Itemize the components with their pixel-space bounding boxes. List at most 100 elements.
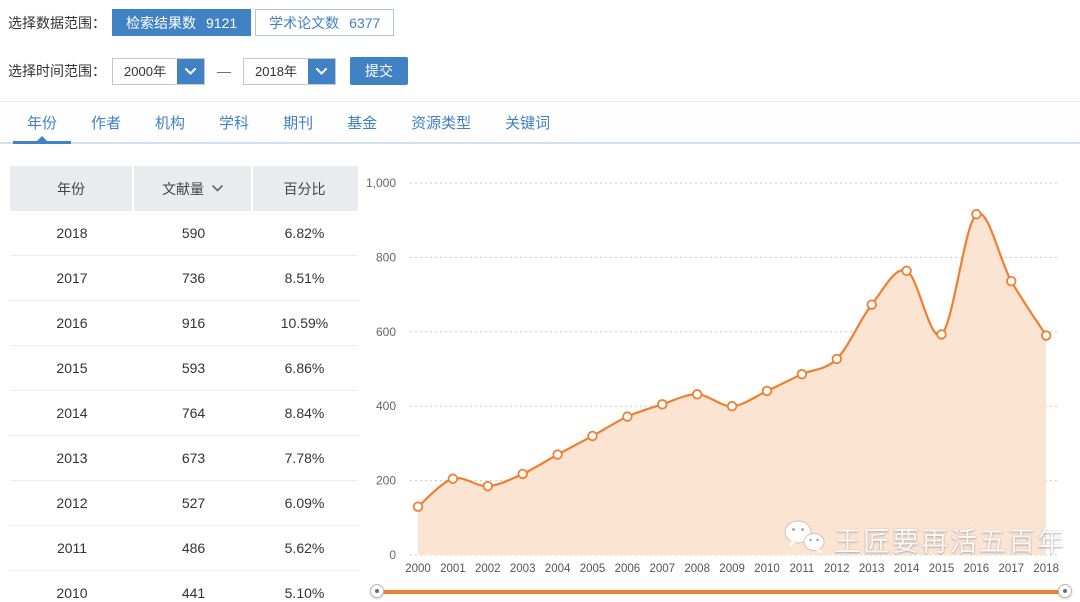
- start-year-select[interactable]: 2000年: [112, 57, 205, 85]
- data-point[interactable]: [517, 468, 528, 480]
- cell-doc-count: 916: [181, 315, 206, 331]
- data-point[interactable]: [901, 265, 912, 276]
- chevron-down-icon[interactable]: [212, 185, 223, 192]
- x-axis-tick: 2012: [824, 563, 850, 575]
- cell-doc-count: 486: [181, 540, 206, 556]
- cell-year: 2010: [56, 585, 88, 601]
- cell-doc-count: 736: [181, 270, 206, 286]
- y-axis-tick: 1,000: [366, 176, 396, 190]
- search-results-count-label: 检索结果数: [126, 14, 196, 31]
- data-point[interactable]: [971, 209, 982, 220]
- x-axis-tick: 2010: [754, 563, 780, 575]
- cell-year: 2017: [56, 270, 88, 286]
- tab-year[interactable]: 年份: [10, 102, 74, 144]
- data-point[interactable]: [552, 449, 563, 460]
- x-axis-tick: 2017: [999, 563, 1025, 575]
- data-point[interactable]: [761, 385, 773, 397]
- slider-handle-left[interactable]: [370, 584, 384, 598]
- data-range-label: 选择数据范围：: [8, 14, 106, 31]
- slider-handle-right[interactable]: [1058, 584, 1072, 598]
- data-point[interactable]: [657, 399, 668, 410]
- data-point[interactable]: [692, 389, 703, 400]
- cell-year: 2012: [56, 495, 88, 511]
- x-axis-tick: 2000: [405, 563, 431, 575]
- col-percentage-label: 百分比: [283, 180, 326, 197]
- y-axis-tick: 800: [376, 250, 396, 264]
- time-range-label: 选择时间范围：: [8, 63, 106, 79]
- x-axis-tick: 2001: [440, 563, 466, 575]
- table-row: 2018 590 6.82%: [10, 211, 358, 256]
- data-point[interactable]: [447, 473, 459, 484]
- tab-subject[interactable]: 学科: [219, 115, 250, 132]
- x-axis-tick: 2015: [929, 563, 955, 575]
- academic-papers-count-label: 学术论文数: [269, 14, 340, 31]
- data-point[interactable]: [866, 299, 877, 310]
- academic-papers-count-button[interactable]: 学术论文数 6377: [255, 9, 395, 36]
- chart-panel: 1,000 800 600 400 200 0 2000 2001 2002 2003 2004 20…: [358, 153, 1080, 602]
- data-point[interactable]: [831, 353, 843, 365]
- cell-percentage: 6.86%: [284, 360, 325, 376]
- x-axis-tick: 2003: [510, 563, 536, 575]
- x-axis-tick: 2004: [545, 563, 571, 575]
- cell-year: 2013: [56, 450, 88, 466]
- col-year: 年份: [10, 166, 134, 211]
- x-axis-tick: 2005: [580, 563, 606, 575]
- data-point[interactable]: [796, 369, 808, 380]
- area-fill: [418, 213, 1047, 555]
- col-doc-count-label: 文献量: [162, 180, 204, 197]
- x-axis-tick: 2013: [859, 563, 885, 575]
- cell-percentage: 7.78%: [284, 450, 325, 466]
- data-point[interactable]: [726, 400, 738, 412]
- chart-range-slider[interactable]: [370, 584, 1072, 600]
- y-axis-tick: 400: [376, 399, 396, 413]
- academic-papers-count-value: 6377: [349, 14, 381, 31]
- data-point[interactable]: [1041, 330, 1052, 341]
- data-point[interactable]: [587, 430, 598, 442]
- tab-keyword[interactable]: 关键词: [505, 115, 551, 132]
- col-percentage: 百分比: [253, 166, 356, 211]
- dimension-tabbar: 年份 作者 机构 学科 期刊 基金 资源类型 关键词: [0, 101, 1080, 144]
- y-axis-tick: 0: [389, 548, 396, 562]
- submit-button[interactable]: 提交: [350, 57, 408, 85]
- search-results-count-button[interactable]: 检索结果数 9121: [112, 9, 252, 36]
- data-range-row: 选择数据范围： 检索结果数 9121 学术论文数 6377: [0, 0, 1080, 36]
- x-axis-tick: 2018: [1033, 563, 1059, 575]
- data-point[interactable]: [622, 411, 633, 422]
- cell-doc-count: 590: [181, 225, 206, 241]
- col-doc-count: 文献量: [134, 166, 253, 211]
- data-point[interactable]: [482, 480, 494, 492]
- x-axis-tick: 2008: [684, 563, 710, 575]
- table-row: 2010 441 5.10%: [10, 571, 358, 602]
- table-row: 2016 916 10.59%: [10, 301, 358, 346]
- tab-author[interactable]: 作者: [91, 115, 122, 132]
- cell-year: 2014: [56, 405, 88, 421]
- time-range-row: 选择时间范围： 2000年 — 2018年 提交: [0, 57, 1080, 85]
- tab-institution[interactable]: 机构: [155, 115, 186, 132]
- cell-percentage: 8.51%: [284, 270, 325, 286]
- table-row: 2017 736 8.51%: [10, 256, 358, 301]
- x-axis-tick: 2014: [894, 563, 920, 575]
- tab-journal[interactable]: 期刊: [283, 115, 314, 132]
- table-row: 2014 764 8.84%: [10, 391, 358, 436]
- col-year-label: 年份: [57, 180, 85, 197]
- tab-fund[interactable]: 基金: [347, 115, 378, 132]
- data-point[interactable]: [412, 501, 424, 512]
- x-axis-tick: 2002: [475, 563, 501, 575]
- chevron-down-icon[interactable]: [177, 58, 204, 84]
- data-point[interactable]: [936, 329, 947, 340]
- cell-percentage: 6.82%: [284, 225, 325, 241]
- tab-resource-type[interactable]: 资源类型: [411, 115, 472, 132]
- x-axis-tick: 2009: [719, 563, 745, 575]
- cell-doc-count: 593: [181, 360, 206, 376]
- chevron-down-icon[interactable]: [308, 58, 335, 84]
- data-point[interactable]: [1006, 276, 1017, 287]
- table-row: 2012 527 6.09%: [10, 481, 358, 526]
- slider-track[interactable]: [377, 590, 1065, 594]
- cell-doc-count: 764: [181, 405, 206, 421]
- table-header: 年份 文献量 百分比: [10, 166, 358, 211]
- end-year-select[interactable]: 2018年: [243, 57, 336, 85]
- cell-percentage: 6.09%: [284, 495, 325, 511]
- cell-doc-count: 673: [181, 450, 206, 466]
- x-axis-tick: 2011: [790, 563, 815, 575]
